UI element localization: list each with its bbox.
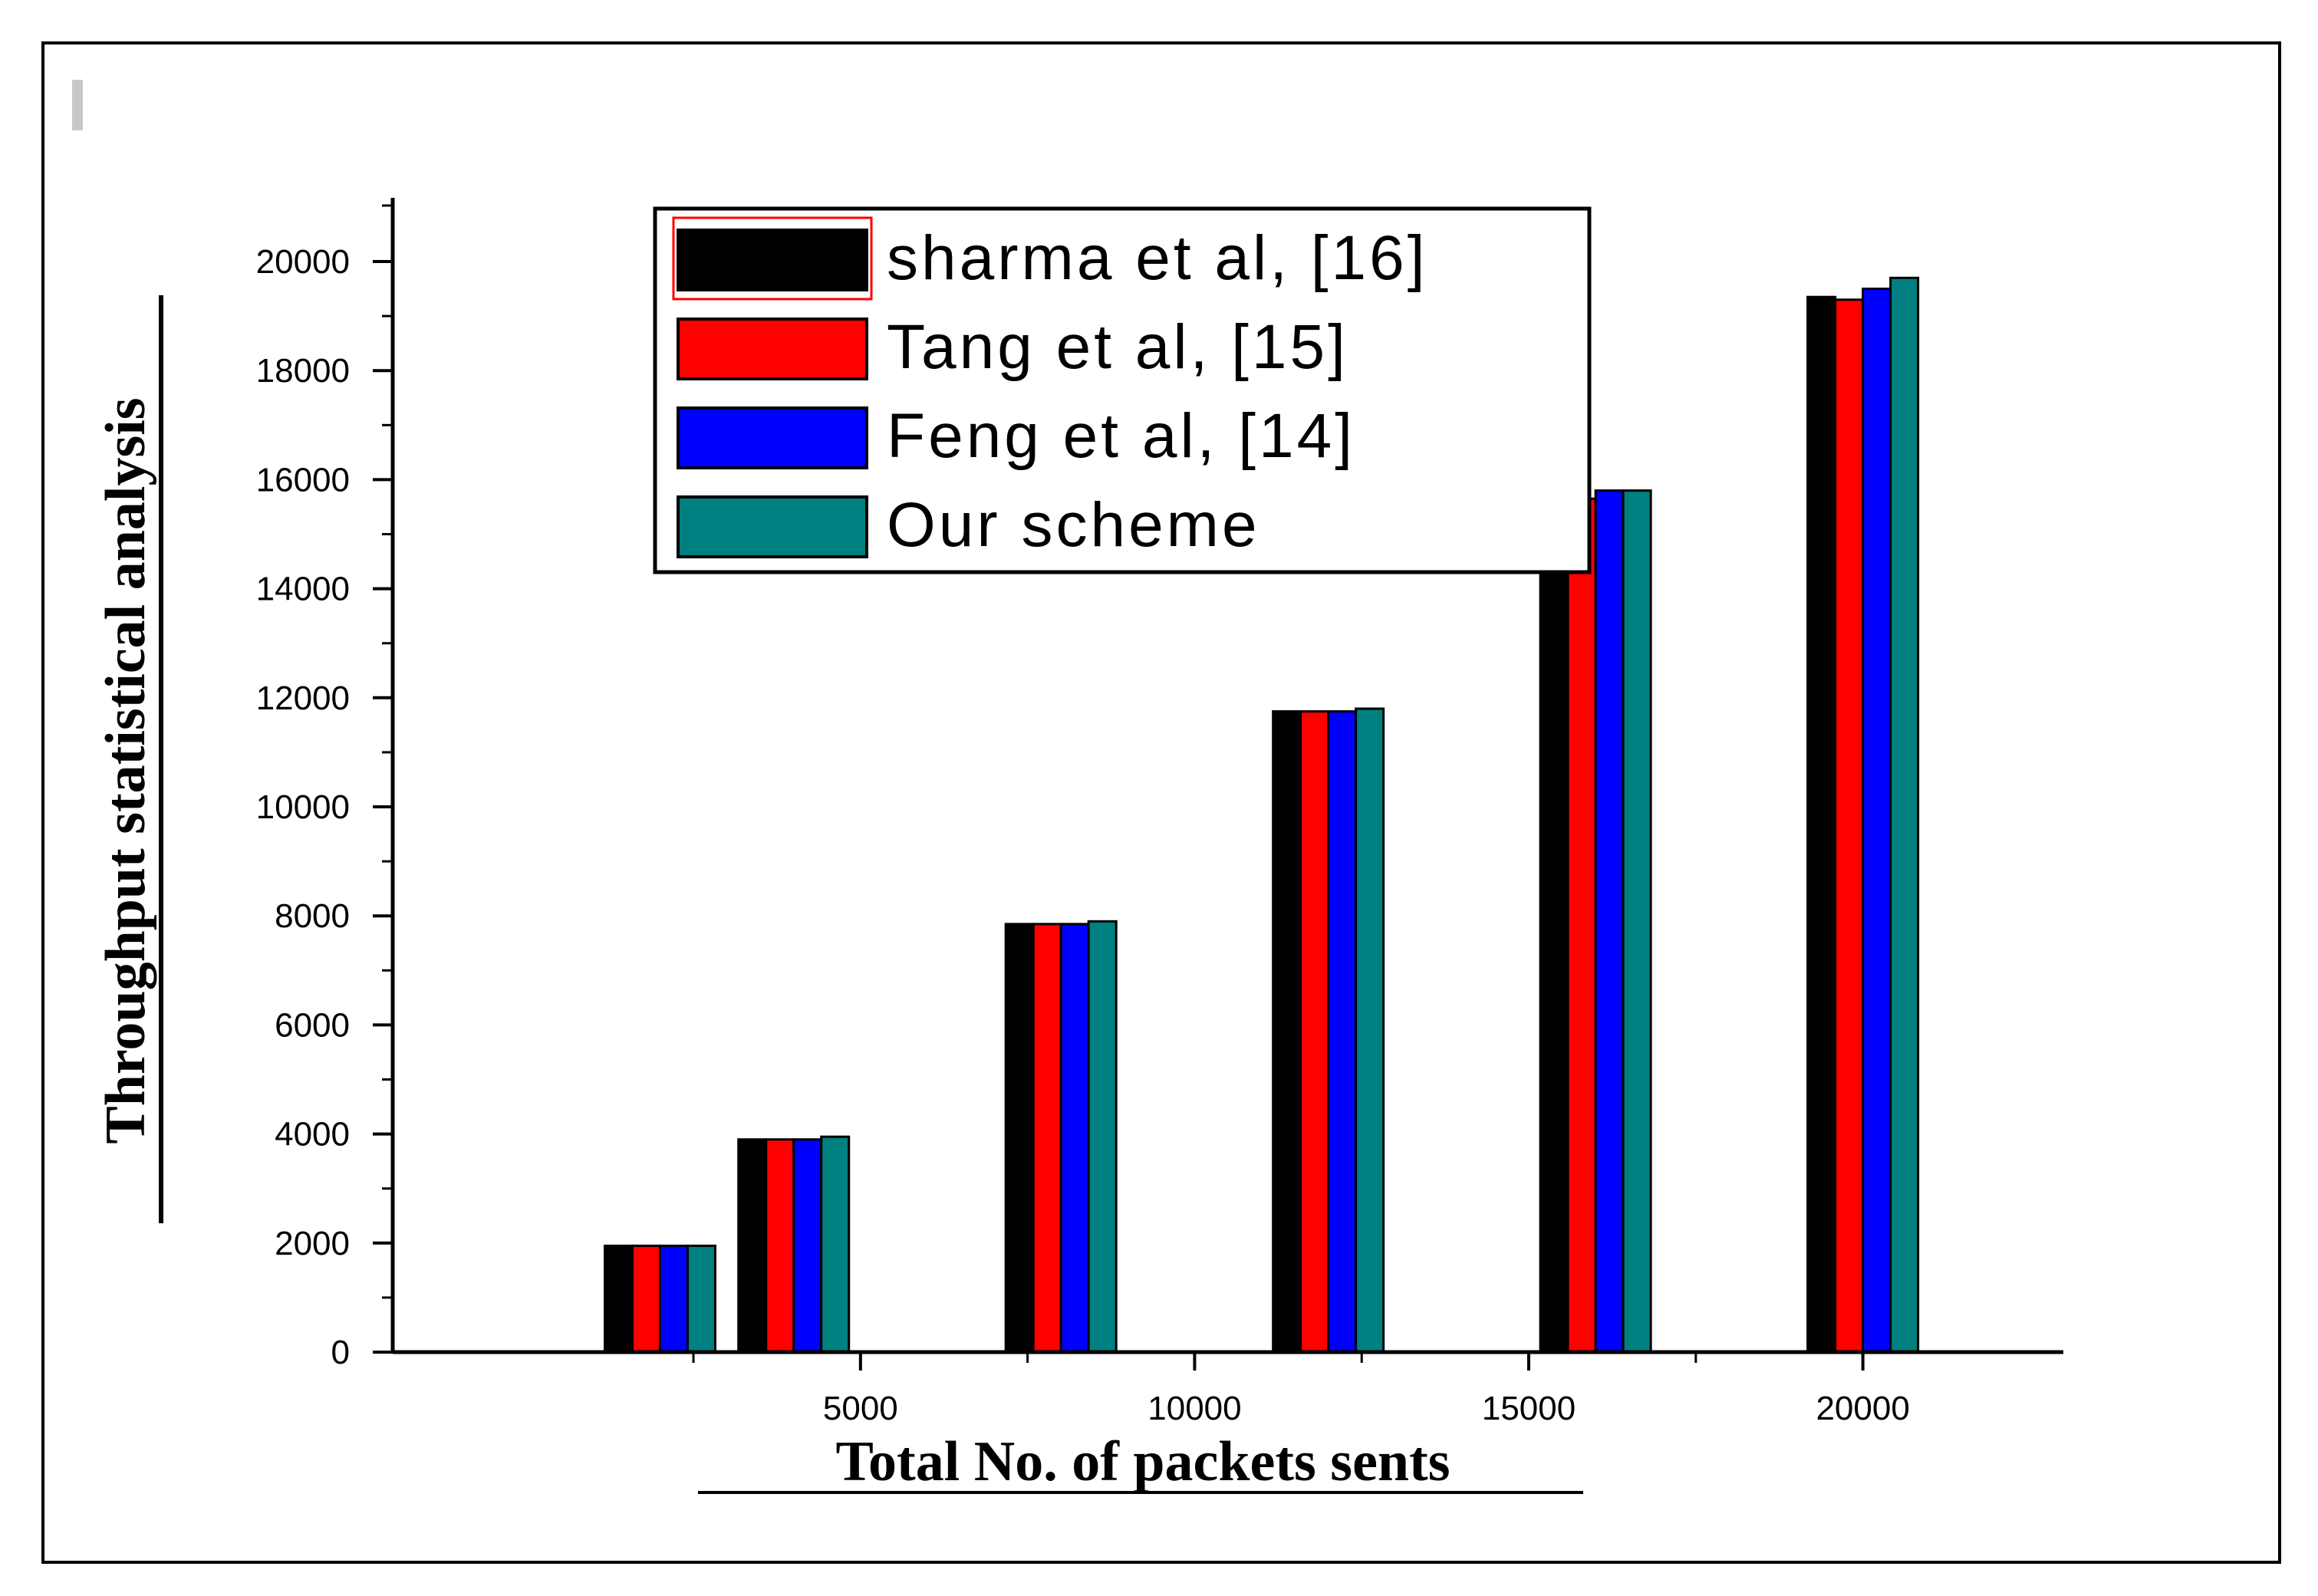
y-tick-label: 14000 [256,571,350,608]
legend-label: Feng et al, [14] [887,401,1355,471]
bar [1004,923,1035,1354]
legend-swatch [677,229,868,291]
y-tick-label: 6000 [275,1006,350,1044]
bar [1889,276,1920,1354]
legend-label: Tang et al, [15] [887,312,1348,382]
legend-swatch [677,406,868,469]
y-tick-label: 8000 [275,897,350,935]
x-axis-ticks: 5000 10000 15000 20000 [692,1352,1910,1427]
legend-label: Our scheme [887,490,1260,560]
bar [686,1244,716,1354]
bar [1806,295,1837,1354]
bar [1834,298,1865,1354]
bar [1087,920,1118,1354]
bar [603,1244,634,1354]
bar [658,1244,689,1354]
legend-swatch [677,318,868,380]
legend-selection-outline [672,216,873,301]
bar [765,1138,795,1354]
bar [1272,710,1302,1354]
x-tick-label: 20000 [1816,1390,1909,1427]
y-axis-ticks: 0 2000 4000 6000 8000 10000 12000 14000 16000 180… [256,204,393,1371]
y-tick-label: 4000 [275,1116,350,1153]
y-tick-label: 0 [331,1334,350,1371]
legend: sharma et al, [16] Tang et al, [15] Feng e… [653,206,1592,574]
bar [792,1138,823,1354]
legend-label: sharma et al, [16] [887,223,1428,293]
legend-swatch [677,495,868,558]
bar [737,1138,768,1354]
bar [1032,923,1062,1354]
axes [390,198,2063,1354]
bar [1594,489,1625,1354]
bar [820,1135,851,1354]
bar [1622,489,1652,1354]
bar [1862,288,1892,1354]
y-tick-label: 18000 [256,352,350,390]
bar [1327,710,1358,1354]
y-tick-label: 10000 [256,788,350,826]
y-tick-label: 12000 [256,680,350,717]
x-tick-label: 15000 [1482,1390,1576,1427]
y-tick-label: 2000 [275,1225,350,1262]
bar [1299,710,1330,1354]
y-tick-label: 16000 [256,461,350,499]
x-axis-title: Total No. of packets sents [835,1430,1450,1493]
bar [1566,497,1597,1354]
y-axis-title: Throughput statistical analysis [94,397,157,1144]
bar [1355,707,1385,1354]
corner-mark [72,80,83,130]
bars [603,276,1920,1354]
y-tick-label: 20000 [256,243,350,281]
x-tick-label: 5000 [823,1390,898,1427]
x-tick-label: 10000 [1147,1390,1241,1427]
bar [631,1244,661,1354]
bar [1059,923,1090,1354]
bar [1539,495,1569,1354]
